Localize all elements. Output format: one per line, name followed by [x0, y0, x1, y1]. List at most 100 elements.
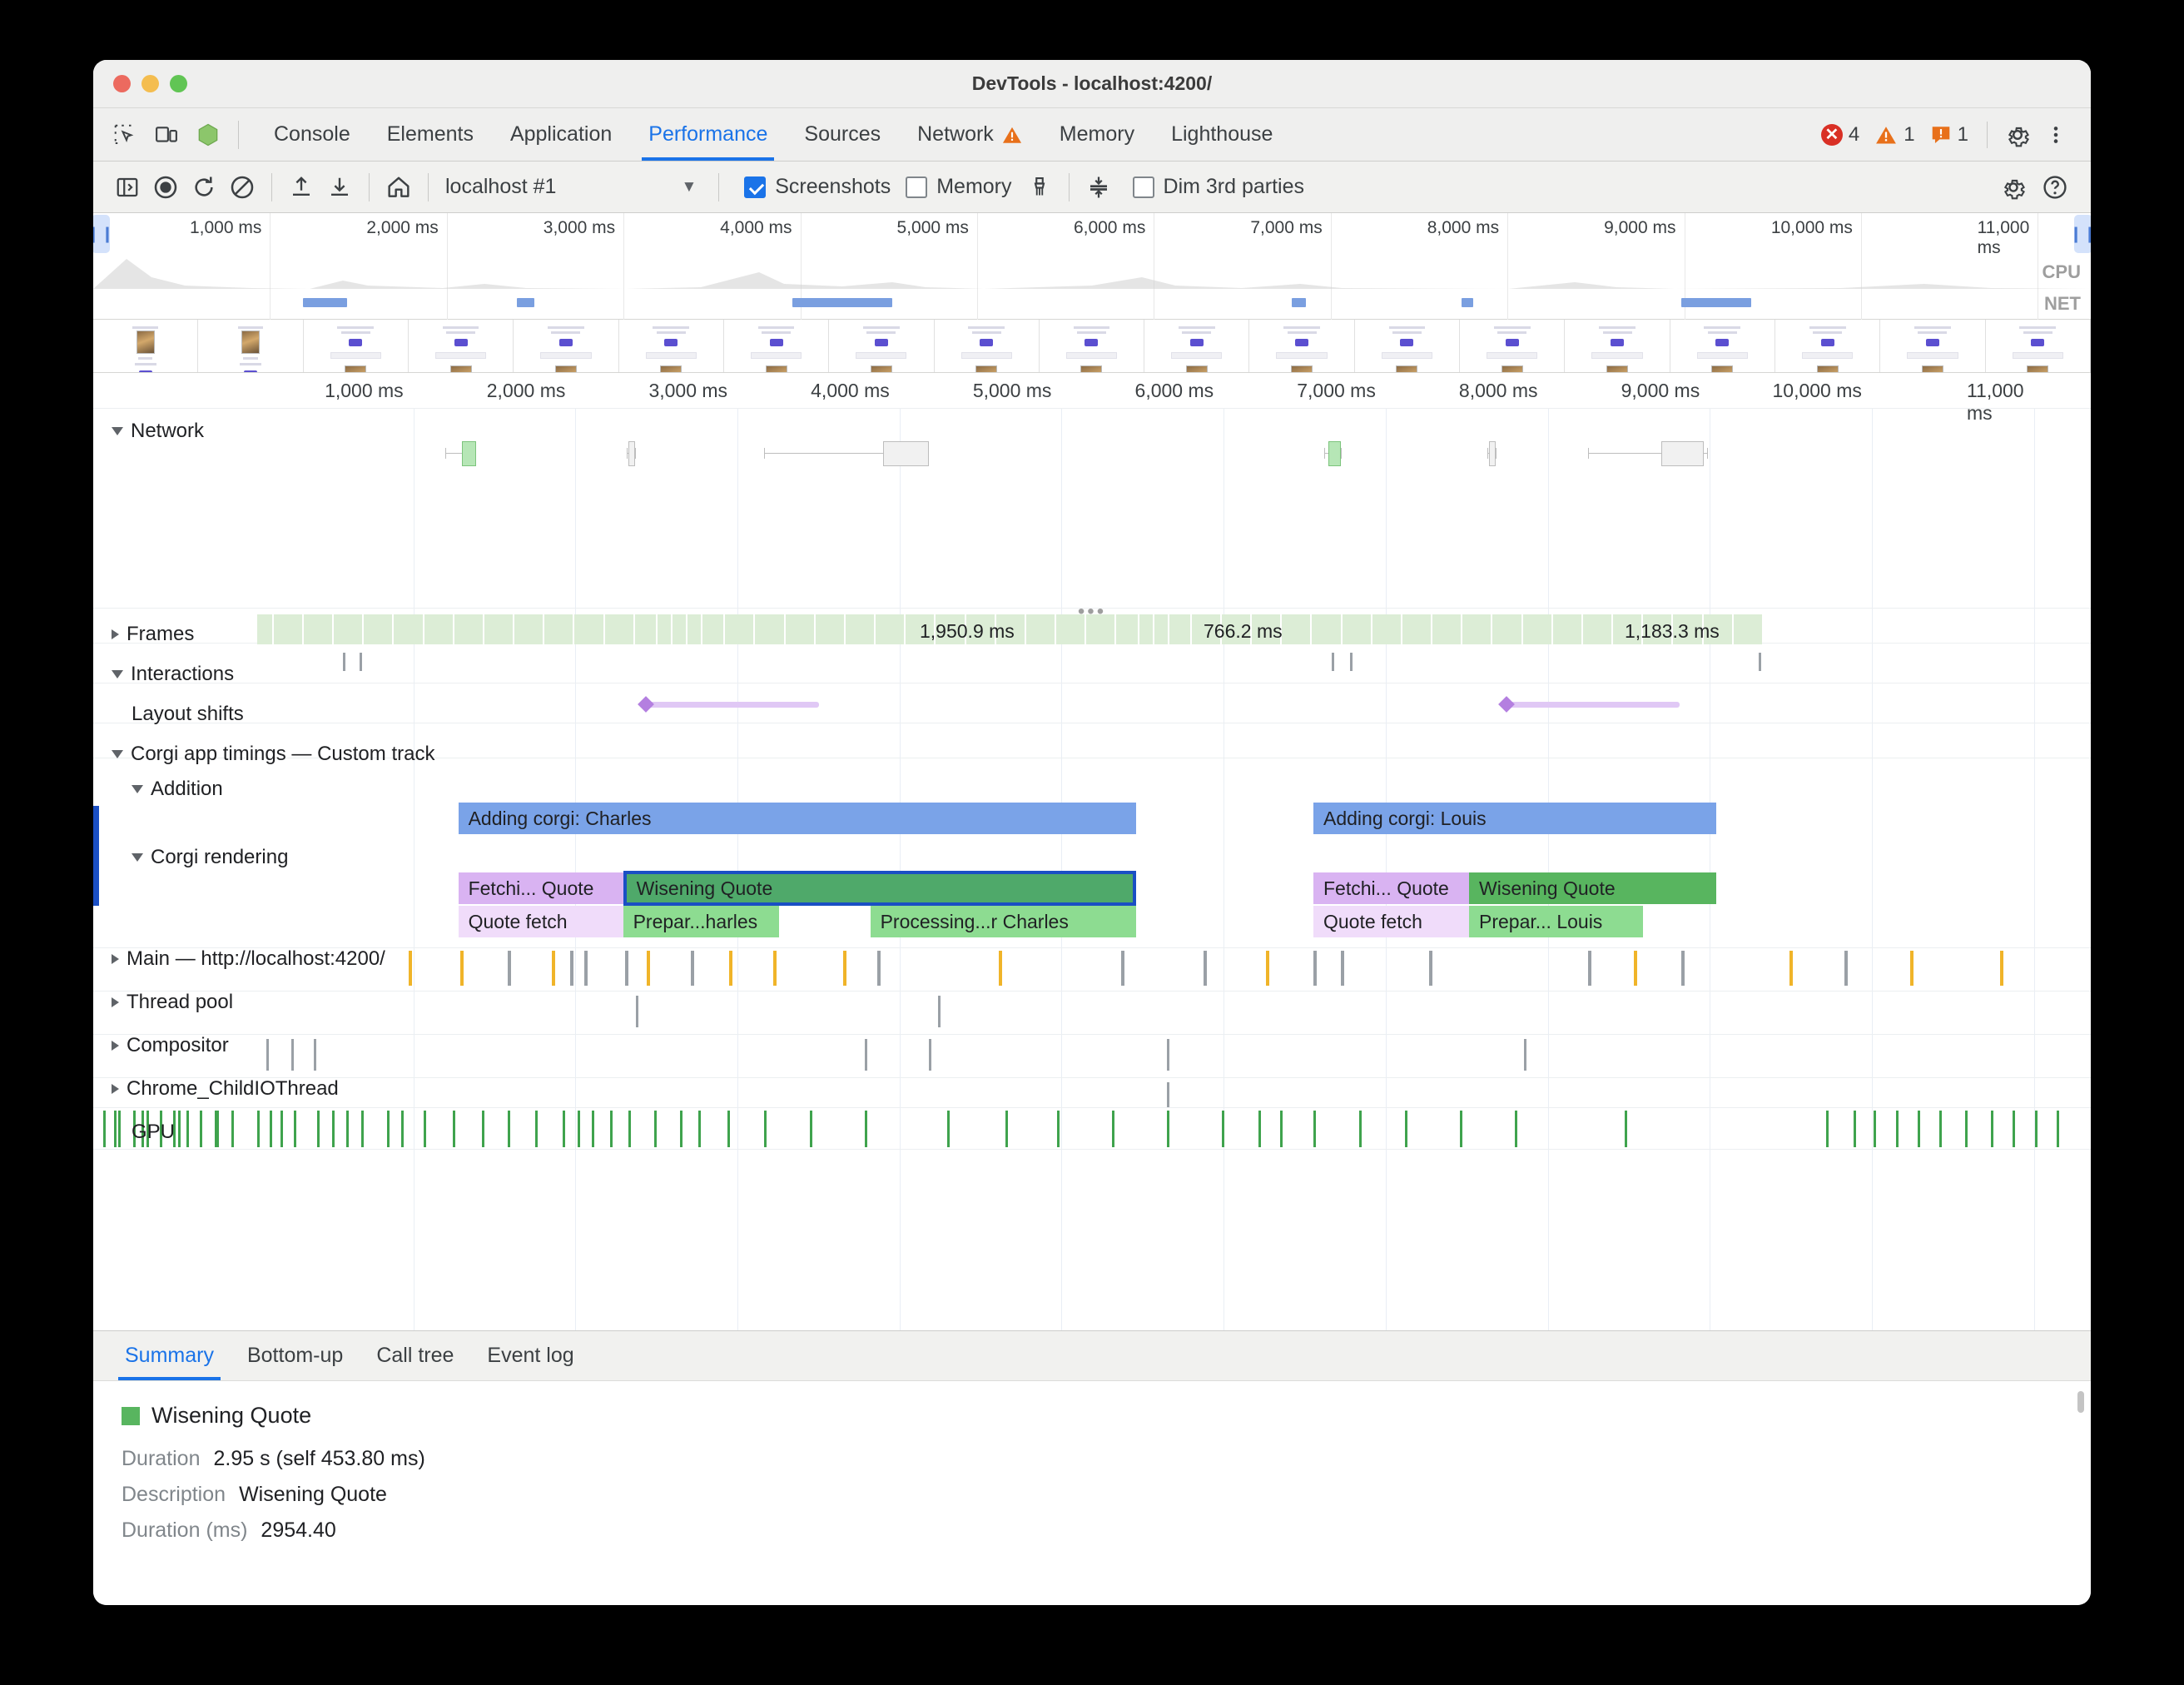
- main-thread-event[interactable]: [1313, 951, 1317, 986]
- gpu-event[interactable]: [810, 1111, 812, 1147]
- compositor-event[interactable]: [313, 1039, 316, 1071]
- interaction-mark[interactable]: [359, 653, 362, 671]
- main-thread-event[interactable]: [1789, 951, 1793, 986]
- main-thread-event[interactable]: [1204, 951, 1207, 986]
- gpu-event[interactable]: [280, 1111, 284, 1147]
- gpu-event[interactable]: [103, 1111, 106, 1147]
- tab-console[interactable]: Console: [256, 108, 369, 161]
- close-window-button[interactable]: [113, 75, 131, 92]
- main-thread-event[interactable]: [729, 951, 733, 986]
- flame-bar[interactable]: Fetchi... Quote: [458, 872, 623, 904]
- download-profile-icon[interactable]: [320, 168, 359, 206]
- network-request-bar[interactable]: [462, 441, 476, 466]
- gpu-event[interactable]: [331, 1111, 335, 1147]
- network-request-bar[interactable]: [1489, 441, 1496, 466]
- overview-left-handle[interactable]: ❙❙: [93, 215, 114, 253]
- gpu-event[interactable]: [178, 1111, 181, 1147]
- gpu-event[interactable]: [1939, 1111, 1943, 1147]
- gpu-event[interactable]: [865, 1111, 867, 1147]
- main-thread-event[interactable]: [2000, 951, 2003, 986]
- gpu-event[interactable]: [186, 1111, 189, 1147]
- interaction-mark[interactable]: [1758, 653, 1761, 671]
- gpu-event[interactable]: [173, 1111, 176, 1147]
- gpu-event[interactable]: [386, 1111, 390, 1147]
- gpu-event[interactable]: [401, 1111, 405, 1147]
- gpu-event[interactable]: [1895, 1111, 1899, 1147]
- gpu-event[interactable]: [133, 1111, 136, 1147]
- main-thread-event[interactable]: [998, 951, 1002, 986]
- track-label-layout-shifts[interactable]: Layout shifts: [132, 703, 244, 726]
- main-thread-event[interactable]: [508, 951, 511, 986]
- interaction-mark[interactable]: [343, 653, 345, 671]
- main-thread-event[interactable]: [1844, 951, 1848, 986]
- home-icon[interactable]: [380, 168, 418, 206]
- network-conditions-icon[interactable]: [1080, 168, 1118, 206]
- filmstrip-frame[interactable]: [408, 320, 514, 372]
- gpu-event[interactable]: [200, 1111, 202, 1147]
- track-label-interactions[interactable]: Interactions: [112, 663, 234, 686]
- thread-pool-event[interactable]: [636, 996, 638, 1027]
- tab-network[interactable]: Network: [899, 108, 1041, 161]
- gpu-event[interactable]: [1167, 1111, 1169, 1147]
- gpu-event[interactable]: [256, 1111, 260, 1147]
- network-request-bar[interactable]: [628, 441, 635, 466]
- flame-bar[interactable]: Adding corgi: Charles: [458, 803, 1136, 834]
- filmstrip-frame[interactable]: [1354, 320, 1461, 372]
- reload-and-record-icon[interactable]: [185, 168, 223, 206]
- gpu-event[interactable]: [1991, 1111, 1993, 1147]
- upload-profile-icon[interactable]: [282, 168, 320, 206]
- track-label-addition[interactable]: Addition: [132, 778, 223, 801]
- trace-select[interactable]: localhost #1 ▼: [445, 175, 697, 199]
- inspect-icon[interactable]: [108, 118, 141, 152]
- interaction-mark[interactable]: [1332, 653, 1334, 671]
- main-thread-event[interactable]: [877, 951, 881, 986]
- flame-bar[interactable]: Wisening Quote: [1469, 872, 1716, 904]
- track-label-corgi-rendering[interactable]: Corgi rendering: [132, 846, 288, 869]
- filmstrip-frame[interactable]: [1249, 320, 1355, 372]
- gpu-event[interactable]: [508, 1111, 510, 1147]
- main-thread-event[interactable]: [569, 951, 573, 986]
- filmstrip-frame[interactable]: [198, 320, 304, 372]
- gpu-event[interactable]: [610, 1111, 613, 1147]
- gpu-event[interactable]: [764, 1111, 767, 1147]
- performance-settings-gear-icon[interactable]: [1994, 168, 2033, 206]
- main-thread-event[interactable]: [773, 951, 777, 986]
- compositor-event[interactable]: [291, 1039, 295, 1071]
- main-thread-event[interactable]: [1588, 951, 1591, 986]
- gpu-event[interactable]: [2057, 1111, 2060, 1147]
- gpu-event[interactable]: [1313, 1111, 1316, 1147]
- track-label-thread-pool[interactable]: Thread pool: [112, 991, 233, 1014]
- compositor-event[interactable]: [929, 1039, 931, 1071]
- interaction-mark[interactable]: [1350, 653, 1353, 671]
- filmstrip-frame[interactable]: [93, 320, 199, 372]
- gpu-event[interactable]: [592, 1111, 595, 1147]
- node-icon[interactable]: [191, 118, 225, 152]
- sidebar-toggle-icon[interactable]: [108, 168, 146, 206]
- gpu-event[interactable]: [270, 1111, 272, 1147]
- main-thread-event[interactable]: [647, 951, 651, 986]
- warning-counter[interactable]: 1: [1869, 123, 1919, 147]
- gpu-event[interactable]: [1057, 1111, 1060, 1147]
- gpu-event[interactable]: [114, 1111, 117, 1147]
- main-thread-event[interactable]: [409, 951, 413, 986]
- main-thread-event[interactable]: [1121, 951, 1124, 986]
- gpu-event[interactable]: [141, 1111, 144, 1147]
- gpu-event[interactable]: [1854, 1111, 1856, 1147]
- flame-bar[interactable]: Fetchi... Quote: [1313, 872, 1469, 904]
- gpu-event[interactable]: [654, 1111, 657, 1147]
- memory-checkbox[interactable]: Memory: [906, 175, 1012, 199]
- gpu-event[interactable]: [231, 1111, 234, 1147]
- gpu-event[interactable]: [216, 1111, 219, 1147]
- gpu-event[interactable]: [1460, 1111, 1462, 1147]
- main-thread-event[interactable]: [691, 951, 694, 986]
- gpu-event[interactable]: [1874, 1111, 1877, 1147]
- filmstrip-frame[interactable]: [1880, 320, 1986, 372]
- filmstrip-frame[interactable]: [514, 320, 619, 372]
- track-label-compositor[interactable]: Compositor: [112, 1034, 229, 1057]
- maximize-window-button[interactable]: [170, 75, 187, 92]
- network-request-bar[interactable]: [1328, 441, 1341, 466]
- track-label-gpu[interactable]: GPU: [132, 1121, 175, 1144]
- tab-performance[interactable]: Performance: [630, 108, 786, 161]
- flame-bar[interactable]: Wisening Quote: [623, 871, 1136, 906]
- gpu-event[interactable]: [1625, 1111, 1627, 1147]
